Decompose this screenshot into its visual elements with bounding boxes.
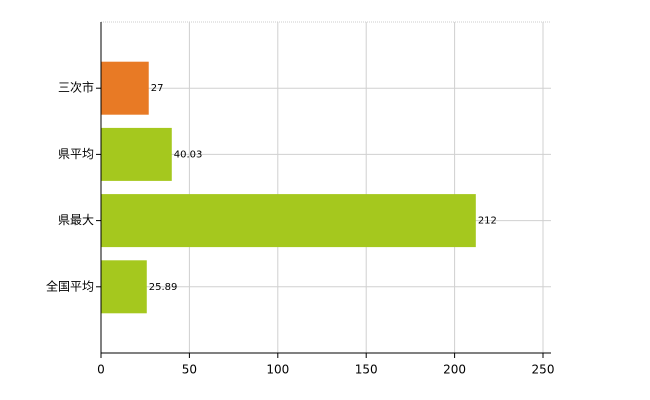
x-tick-label: 100 [266, 363, 289, 377]
y-tick-label: 県平均 [58, 147, 94, 161]
bar [101, 260, 147, 314]
x-tick-label: 0 [97, 363, 105, 377]
y-tick-label: 県最大 [58, 213, 94, 227]
x-tick-label: 50 [182, 363, 197, 377]
bar [101, 194, 476, 248]
bar [101, 61, 149, 115]
value-label: 27 [151, 83, 164, 94]
x-tick-label: 250 [532, 363, 555, 377]
value-label: 40.03 [174, 149, 203, 160]
bar [101, 127, 172, 181]
value-label: 25.89 [149, 282, 178, 293]
y-tick-label: 三次市 [58, 80, 94, 95]
y-tick-label: 全国平均 [46, 278, 94, 293]
value-label: 212 [478, 216, 497, 227]
x-tick-label: 200 [443, 363, 466, 377]
x-tick-label: 150 [355, 363, 378, 377]
